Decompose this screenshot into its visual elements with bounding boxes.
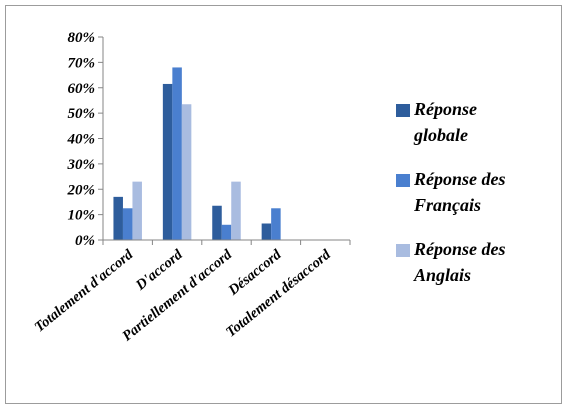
legend-label: Réponse des — [414, 239, 506, 259]
legend-label: Réponse — [414, 99, 477, 119]
y-tick-label: 30% — [67, 157, 96, 173]
bar — [221, 224, 232, 240]
bar — [271, 208, 281, 240]
legend-swatch-french — [396, 174, 410, 187]
legend: Réponse globale Réponse des Français Rép… — [396, 96, 561, 306]
legend-item-french: Réponse des Français — [396, 166, 561, 218]
y-tick-label: 60% — [68, 81, 96, 97]
y-tick-label: 80% — [68, 30, 96, 46]
y-tick-label: 50% — [68, 106, 96, 122]
bar — [261, 223, 272, 240]
legend-label: Anglais — [414, 265, 472, 285]
legend-item-english: Réponse des Anglais — [396, 236, 561, 288]
bar — [212, 205, 222, 240]
y-tick-label: 70% — [68, 55, 96, 71]
legend-label: Français — [414, 195, 482, 215]
bar — [172, 67, 182, 240]
bar — [113, 196, 123, 240]
y-tick-label: 10% — [68, 208, 96, 224]
bar — [181, 104, 192, 241]
legend-label: Réponse des — [414, 169, 506, 189]
x-tick-label: Totalement d'accord — [32, 246, 137, 335]
legend-swatch-english — [396, 244, 410, 257]
bar — [132, 181, 142, 240]
x-axis: Totalement d'accordD'accordPartiellement… — [32, 239, 351, 345]
bar — [231, 181, 241, 240]
legend-label: globale — [414, 125, 468, 145]
chart-frame — [5, 5, 562, 404]
legend-item-global: Réponse globale — [396, 96, 561, 148]
bars — [113, 67, 281, 241]
y-axis: 0% 10% 20% 30% 40% 50% 60% 70% 80% — [67, 30, 104, 249]
bar — [122, 208, 133, 240]
bar — [162, 83, 173, 240]
legend-swatch-global — [396, 104, 410, 117]
y-tick-label: 20% — [67, 182, 96, 198]
y-tick-label: 40% — [67, 132, 96, 148]
y-tick-label: 0% — [75, 233, 95, 249]
